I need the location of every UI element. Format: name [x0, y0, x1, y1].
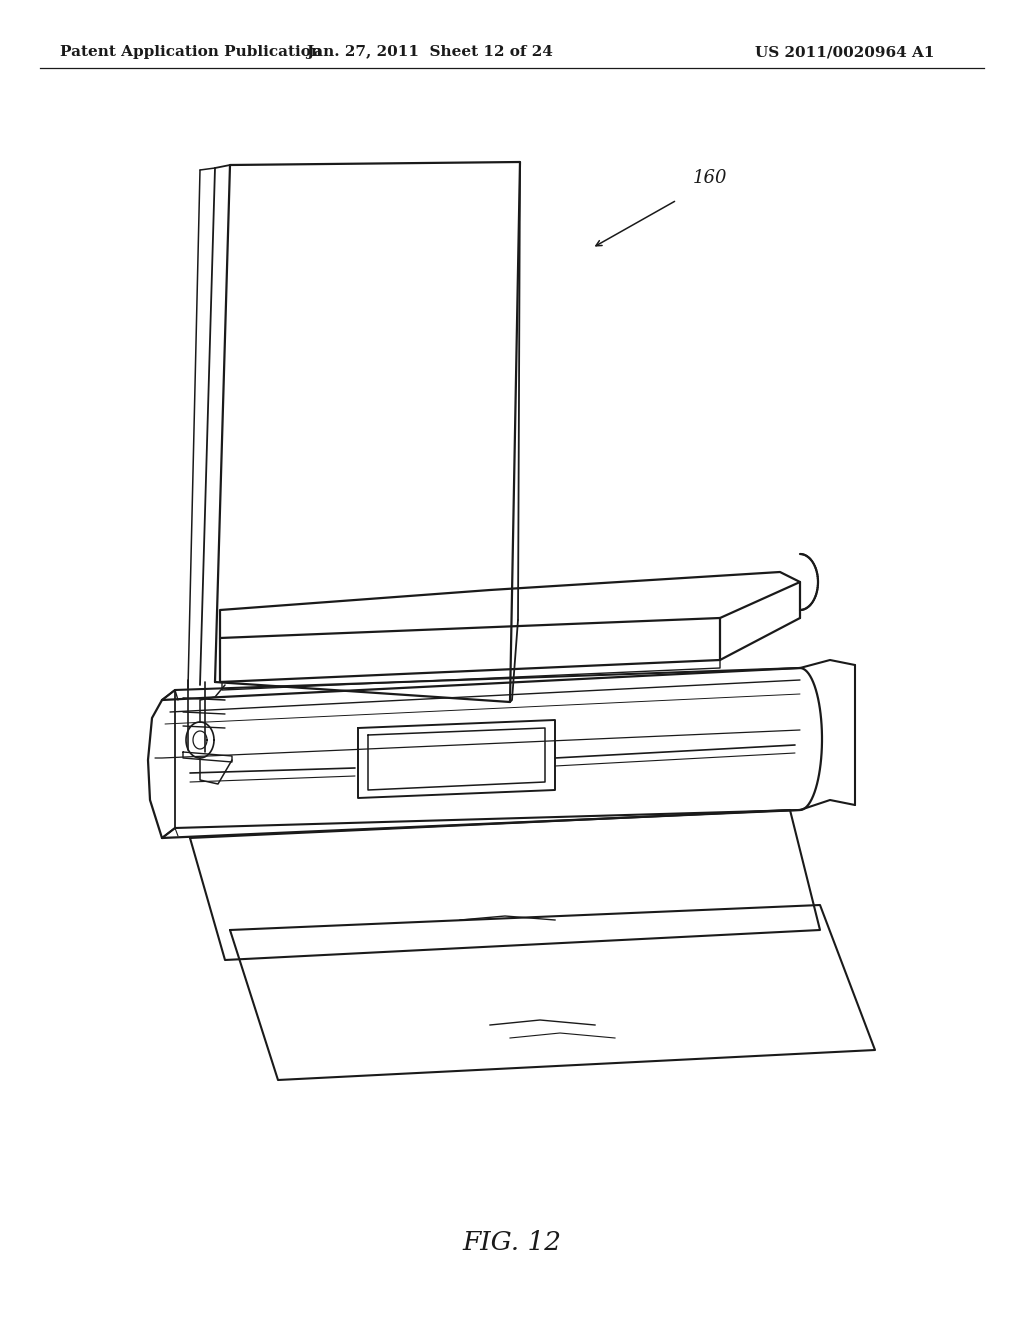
- Text: Patent Application Publication: Patent Application Publication: [60, 45, 322, 59]
- Text: Jan. 27, 2011  Sheet 12 of 24: Jan. 27, 2011 Sheet 12 of 24: [306, 45, 553, 59]
- Text: 160: 160: [693, 169, 727, 187]
- Text: US 2011/0020964 A1: US 2011/0020964 A1: [755, 45, 935, 59]
- Text: FIG. 12: FIG. 12: [463, 1229, 561, 1254]
